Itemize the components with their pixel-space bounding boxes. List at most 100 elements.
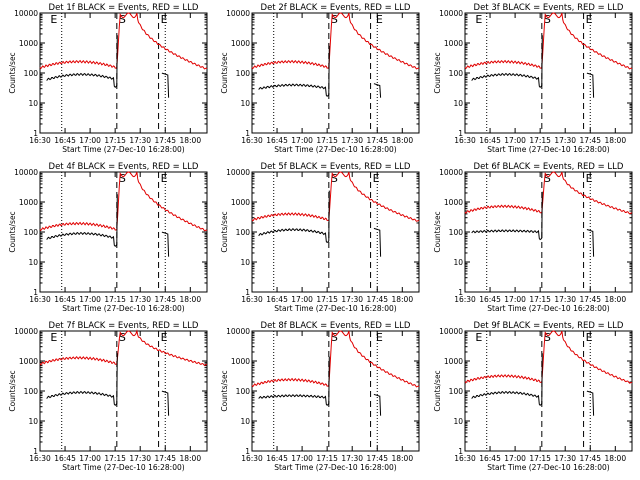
interval-marker-e: E — [475, 331, 482, 344]
x-tick-label: 17:30 — [341, 454, 363, 463]
panel-5: Det 5f BLACK = Events, RED = LLD 1 10 100 10… — [220, 162, 420, 313]
panel-9: Det 9f BLACK = Events, RED = LLD 1 10 100 10… — [433, 321, 633, 472]
x-tick-label: 17:15 — [529, 295, 551, 304]
panel-title: Det 2f BLACK = Events, RED = LLD — [261, 3, 411, 13]
y-tick-label: 1 — [458, 447, 463, 456]
y-tick-label: 10 — [453, 99, 463, 108]
y-axis-label: Counts/sec — [433, 52, 442, 93]
x-tick-label: 17:00 — [79, 454, 101, 463]
events-series-tail — [161, 231, 170, 257]
interval-marker-e: E — [161, 172, 168, 185]
events-series-line — [46, 353, 118, 406]
panel-7: Det 7f BLACK = Events, RED = LLD 1 10 100 10… — [8, 321, 208, 472]
interval-marker-s: S — [544, 13, 551, 26]
x-tick-label: 17:30 — [554, 136, 576, 145]
y-tick-label: 1000 — [444, 357, 463, 366]
x-tick-label: 16:30 — [241, 295, 263, 304]
y-tick-label: 1 — [245, 288, 250, 297]
y-axis-label: Counts/sec — [220, 211, 229, 252]
lld-series-line — [464, 171, 633, 215]
y-axis-label: Counts/sec — [8, 370, 17, 411]
x-axis-label: Start Time (27-Dec-10 16:28:00) — [487, 304, 609, 313]
lld-series-line — [464, 330, 633, 384]
x-axis-label: Start Time (27-Dec-10 16:28:00) — [274, 304, 396, 313]
x-tick-label: 18:00 — [179, 295, 201, 304]
x-tick-label: 17:00 — [504, 136, 526, 145]
y-tick-label: 1 — [33, 129, 38, 138]
plot-frame — [464, 12, 633, 134]
plot-frame — [39, 12, 208, 134]
interval-marker-e: E — [376, 331, 383, 344]
y-tick-label: 10 — [453, 258, 463, 267]
y-tick-label: 10 — [240, 99, 250, 108]
y-tick-label: 100 — [24, 69, 39, 78]
x-tick-label: 17:45 — [366, 136, 388, 145]
y-tick-label: 100 — [236, 228, 251, 237]
y-tick-label: 10 — [28, 99, 38, 108]
y-tick-label: 10 — [240, 258, 250, 267]
x-tick-label: 17:00 — [291, 295, 313, 304]
x-tick-label: 17:45 — [366, 295, 388, 304]
panel-title: Det 6f BLACK = Events, RED = LLD — [474, 162, 624, 172]
x-tick-label: 16:45 — [266, 136, 288, 145]
y-tick-label: 1000 — [444, 198, 463, 207]
plot-frame — [251, 12, 420, 134]
x-tick-label: 17:30 — [341, 136, 363, 145]
x-tick-label: 16:45 — [54, 454, 76, 463]
interval-marker-s: S — [331, 331, 338, 344]
y-tick-label: 10000 — [14, 9, 38, 18]
x-tick-label: 17:45 — [366, 454, 388, 463]
x-tick-label: 17:15 — [316, 136, 338, 145]
y-tick-label: 10000 — [14, 168, 38, 177]
x-tick-label: 16:30 — [29, 454, 51, 463]
interval-marker-e: E — [161, 13, 168, 26]
x-tick-label: 17:15 — [104, 136, 126, 145]
panel-3: Det 3f BLACK = Events, RED = LLD 1 10 100 10… — [433, 3, 633, 154]
x-tick-label: 17:30 — [554, 454, 576, 463]
events-series-tail — [373, 227, 382, 257]
interval-marker-e: E — [161, 331, 168, 344]
plot-frame — [39, 171, 208, 293]
x-tick-label: 17:30 — [129, 295, 151, 304]
y-tick-label: 1000 — [19, 39, 38, 48]
interval-marker-s: S — [544, 172, 551, 185]
y-tick-label: 10 — [453, 417, 463, 426]
y-tick-label: 1000 — [19, 198, 38, 207]
events-series-line — [258, 356, 330, 406]
x-tick-label: 16:30 — [454, 136, 476, 145]
y-tick-label: 10000 — [226, 327, 250, 336]
y-tick-label: 10000 — [14, 327, 38, 336]
x-tick-label: 16:30 — [454, 295, 476, 304]
x-tick-label: 16:45 — [479, 454, 501, 463]
lld-series-line — [251, 171, 420, 222]
panel-title: Det 9f BLACK = Events, RED = LLD — [474, 321, 624, 331]
interval-marker-e: E — [586, 331, 593, 344]
events-series-line — [471, 35, 543, 88]
y-axis-label: Counts/sec — [220, 370, 229, 411]
x-tick-label: 17:45 — [154, 295, 176, 304]
y-tick-label: 100 — [449, 69, 464, 78]
x-tick-label: 18:00 — [604, 295, 626, 304]
interval-marker-e: E — [373, 172, 380, 185]
plot-frame — [464, 330, 633, 452]
x-tick-label: 17:30 — [129, 136, 151, 145]
panel-4: Det 4f BLACK = Events, RED = LLD 1 10 100 10… — [8, 162, 208, 313]
y-tick-label: 1000 — [19, 357, 38, 366]
y-tick-label: 1 — [33, 447, 38, 456]
interval-marker-e: E — [50, 331, 57, 344]
y-tick-label: 1000 — [231, 39, 250, 48]
x-tick-label: 17:45 — [579, 136, 601, 145]
y-tick-label: 10 — [28, 258, 38, 267]
x-tick-label: 16:45 — [54, 136, 76, 145]
events-series-tail — [373, 83, 382, 98]
interval-marker-e: E — [586, 13, 593, 26]
x-tick-label: 16:30 — [29, 136, 51, 145]
x-tick-label: 17:00 — [79, 295, 101, 304]
panel-title: Det 8f BLACK = Events, RED = LLD — [261, 321, 411, 331]
x-tick-label: 16:30 — [241, 454, 263, 463]
panel-title: Det 7f BLACK = Events, RED = LLD — [49, 321, 199, 331]
lld-series-line — [39, 12, 208, 70]
events-series-line — [471, 191, 543, 241]
y-tick-label: 100 — [24, 387, 39, 396]
